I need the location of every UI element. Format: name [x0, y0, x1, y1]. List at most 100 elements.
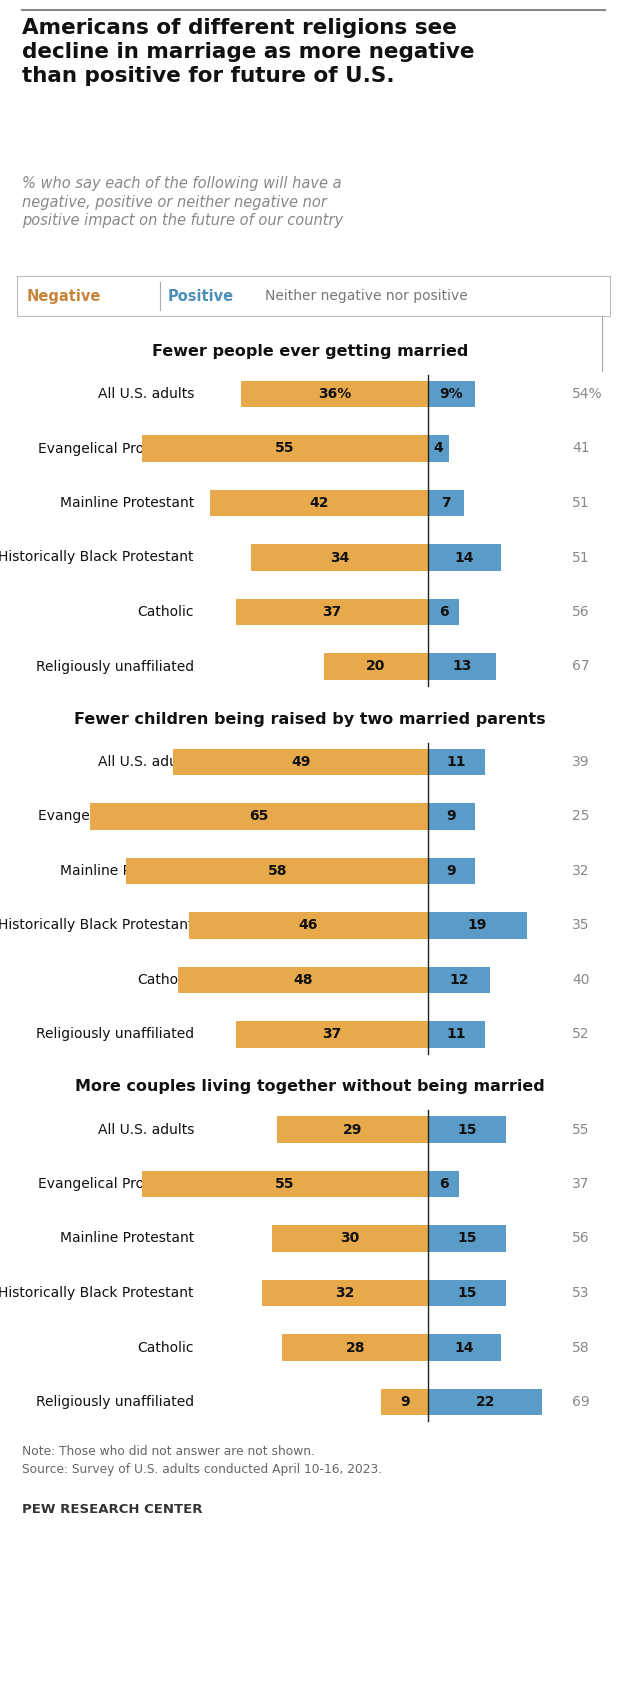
- Text: 9%: 9%: [440, 388, 463, 401]
- Text: 9: 9: [400, 1394, 409, 1409]
- Bar: [428, 1022, 485, 1047]
- Text: Mainline Protestant: Mainline Protestant: [60, 863, 194, 878]
- Text: 22: 22: [476, 1394, 495, 1409]
- Bar: [428, 435, 449, 462]
- Bar: [428, 1334, 501, 1361]
- Text: Evangelical Protestant: Evangelical Protestant: [38, 1177, 194, 1190]
- Text: 37: 37: [572, 1177, 590, 1190]
- Text: Fewer people ever getting married: Fewer people ever getting married: [152, 344, 468, 359]
- Text: Historically Black Protestant: Historically Black Protestant: [0, 1286, 194, 1300]
- Bar: [428, 966, 490, 993]
- Text: 49: 49: [291, 755, 310, 769]
- Text: All U.S. adults: All U.S. adults: [97, 1123, 194, 1136]
- Bar: [17, 277, 610, 315]
- Bar: [90, 803, 428, 830]
- Text: 37: 37: [322, 605, 342, 619]
- Bar: [126, 858, 428, 883]
- Bar: [236, 599, 428, 626]
- Text: Catholic: Catholic: [138, 973, 194, 986]
- Bar: [428, 1226, 506, 1251]
- Text: 36%: 36%: [318, 388, 351, 401]
- Text: 12: 12: [450, 973, 469, 986]
- Text: Historically Black Protestant: Historically Black Protestant: [0, 919, 194, 932]
- Text: 32: 32: [335, 1286, 355, 1300]
- Text: 54%: 54%: [572, 388, 603, 401]
- Text: 28: 28: [345, 1340, 365, 1354]
- Bar: [428, 803, 475, 830]
- Text: 9: 9: [446, 809, 456, 823]
- Bar: [428, 1280, 506, 1307]
- Bar: [189, 912, 428, 939]
- Bar: [142, 435, 428, 462]
- Bar: [381, 1389, 428, 1415]
- Text: 6: 6: [439, 605, 448, 619]
- Text: 39: 39: [572, 755, 590, 769]
- Text: Positive: Positive: [168, 288, 234, 303]
- Text: 19: 19: [467, 919, 487, 932]
- Text: 15: 15: [458, 1123, 477, 1136]
- Text: 9: 9: [446, 863, 456, 878]
- Bar: [428, 489, 464, 516]
- Text: 11: 11: [447, 755, 466, 769]
- Text: 14: 14: [454, 551, 474, 565]
- Text: 14: 14: [454, 1340, 474, 1354]
- Text: More couples living together without being married: More couples living together without bei…: [75, 1079, 545, 1094]
- Text: 34: 34: [330, 551, 349, 565]
- Bar: [428, 912, 527, 939]
- Text: 52: 52: [572, 1027, 590, 1042]
- Text: 32: 32: [572, 863, 590, 878]
- Text: 15: 15: [458, 1286, 477, 1300]
- Text: Mainline Protestant: Mainline Protestant: [60, 496, 194, 509]
- Text: 35: 35: [572, 919, 590, 932]
- Text: 30: 30: [340, 1231, 360, 1246]
- Text: 51: 51: [572, 551, 590, 565]
- Text: 69: 69: [572, 1394, 590, 1409]
- Bar: [241, 381, 428, 408]
- Text: 48: 48: [293, 973, 313, 986]
- Bar: [210, 489, 428, 516]
- Bar: [428, 545, 501, 572]
- Bar: [428, 1116, 506, 1143]
- Text: 11: 11: [447, 1027, 466, 1042]
- Bar: [179, 966, 428, 993]
- Bar: [236, 1022, 428, 1047]
- Bar: [173, 749, 428, 776]
- Text: 55: 55: [572, 1123, 590, 1136]
- Text: 6: 6: [439, 1177, 448, 1190]
- Text: 51: 51: [572, 496, 590, 509]
- Text: 25: 25: [572, 809, 590, 823]
- Text: 29: 29: [343, 1123, 362, 1136]
- Text: 42: 42: [309, 496, 329, 509]
- Text: 56: 56: [572, 605, 590, 619]
- Text: 53: 53: [572, 1286, 590, 1300]
- Bar: [262, 1280, 428, 1307]
- Text: 13: 13: [452, 659, 471, 673]
- Text: 41: 41: [572, 442, 590, 455]
- Text: 67: 67: [572, 659, 590, 673]
- Bar: [428, 652, 495, 679]
- Bar: [272, 1226, 428, 1251]
- Text: All U.S. adults: All U.S. adults: [97, 755, 194, 769]
- Bar: [428, 1389, 542, 1415]
- Text: All U.S. adults: All U.S. adults: [97, 388, 194, 401]
- Text: 37: 37: [322, 1027, 342, 1042]
- Text: 65: 65: [249, 809, 268, 823]
- Text: Negative: Negative: [27, 288, 102, 303]
- Text: Evangelical Protestant: Evangelical Protestant: [38, 809, 194, 823]
- Bar: [277, 1116, 428, 1143]
- Text: Mainline Protestant: Mainline Protestant: [60, 1231, 194, 1246]
- Bar: [142, 1170, 428, 1197]
- Text: 7: 7: [441, 496, 451, 509]
- Text: Americans of different religions see
decline in marriage as more negative
than p: Americans of different religions see dec…: [22, 19, 474, 86]
- Text: Evangelical Protestant: Evangelical Protestant: [38, 442, 194, 455]
- Text: 55: 55: [275, 1177, 294, 1190]
- Text: Catholic: Catholic: [138, 1340, 194, 1354]
- Text: PEW RESEARCH CENTER: PEW RESEARCH CENTER: [22, 1504, 203, 1516]
- Text: 58: 58: [267, 863, 287, 878]
- Bar: [282, 1334, 428, 1361]
- Text: 55: 55: [275, 442, 294, 455]
- Text: Neither negative nor positive: Neither negative nor positive: [265, 288, 467, 303]
- Bar: [324, 652, 428, 679]
- Text: 40: 40: [572, 973, 590, 986]
- Bar: [428, 599, 459, 626]
